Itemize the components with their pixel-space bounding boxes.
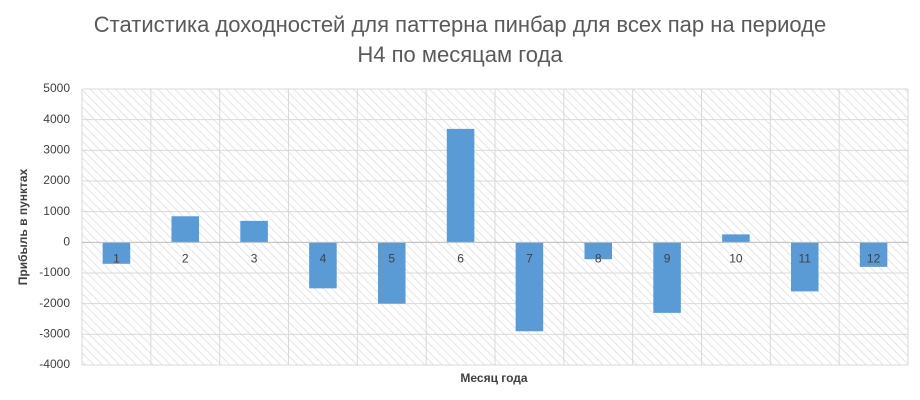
y-axis-label: Прибыль в пунктах	[16, 168, 30, 285]
bar	[171, 216, 200, 243]
bar	[309, 242, 337, 289]
bar	[240, 220, 268, 243]
x-tick-label: 1	[113, 252, 120, 266]
bar	[377, 242, 406, 304]
y-tick-label: 5000	[43, 81, 70, 95]
y-tick-label: 0	[63, 235, 70, 249]
bar	[790, 242, 819, 292]
x-tick-label: 9	[664, 252, 671, 266]
y-tick-label: 4000	[43, 112, 70, 126]
x-tick-label: 10	[729, 252, 743, 266]
y-tick-label: -4000	[39, 357, 70, 371]
y-tick-label: 3000	[43, 143, 70, 157]
x-tick-label: 6	[457, 252, 464, 266]
x-tick-label: 5	[388, 252, 395, 266]
bar	[515, 242, 544, 332]
bar	[584, 242, 613, 260]
x-tick-label: 8	[595, 252, 602, 266]
x-tick-label: 3	[251, 252, 258, 266]
bar	[446, 128, 475, 243]
chart-title: Статистика доходностей для паттерна пинб…	[93, 12, 827, 67]
x-tick-label: 2	[182, 252, 189, 266]
bar	[102, 242, 131, 264]
y-tick-label: -1000	[39, 265, 70, 279]
x-tick-label: 12	[867, 252, 881, 266]
bar	[722, 234, 750, 243]
bar	[859, 242, 888, 267]
x-axis-label: Месяц года	[460, 371, 528, 385]
y-tick-label: -3000	[39, 327, 70, 341]
y-tick-label: 2000	[43, 173, 70, 187]
x-tick-label: 4	[320, 252, 327, 266]
x-tick-label: 7	[526, 252, 533, 266]
y-tick-label: 1000	[43, 204, 70, 218]
bar	[653, 242, 681, 313]
x-tick-label: 11	[799, 252, 812, 266]
y-tick-label: -2000	[39, 296, 70, 310]
